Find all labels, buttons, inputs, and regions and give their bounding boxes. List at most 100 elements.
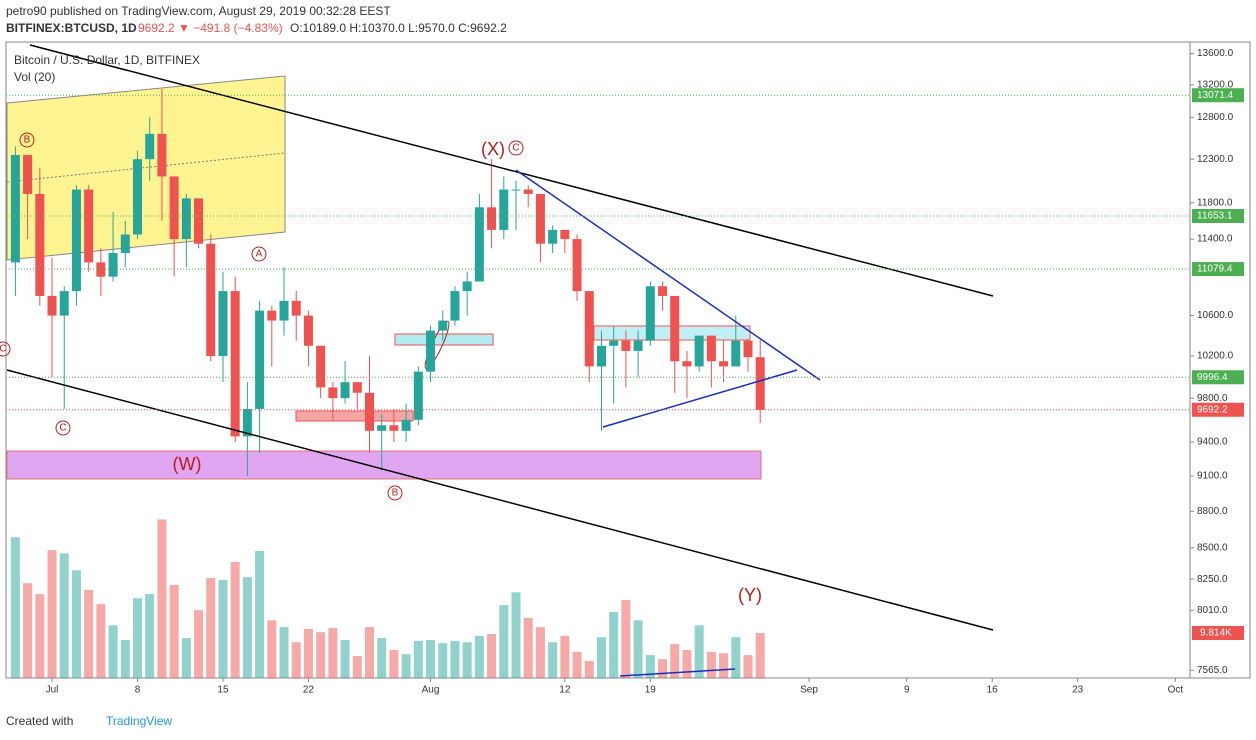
volume-bar [426, 639, 436, 678]
price-axis [1189, 41, 1251, 679]
circle [0, 341, 11, 357]
volume-bar [352, 656, 362, 678]
volume-bar [572, 651, 582, 678]
candle-body [755, 357, 765, 410]
circle [508, 140, 524, 156]
volume-bar [450, 640, 460, 678]
volume-bar [242, 577, 252, 678]
volume-bar [609, 612, 619, 678]
volume-bar [719, 653, 729, 678]
x-tick-label: Jul [46, 685, 59, 696]
price-tag [1192, 209, 1244, 224]
trendlines [6, 44, 994, 677]
change: 9692.2 ▼ −491.8 (−4.83%) [138, 21, 283, 35]
volume-bar [145, 594, 155, 678]
wave-label: (Y) [738, 585, 762, 605]
volume-bar [23, 583, 33, 678]
wave-label: A [256, 249, 263, 260]
volume-bar [267, 620, 277, 678]
volume-bar [35, 594, 45, 678]
candle-body [474, 207, 484, 282]
channel-midline [6, 152, 286, 183]
candle-body [303, 315, 313, 346]
volume-bar [10, 537, 20, 678]
volume-bar [474, 635, 484, 678]
candle-body [609, 340, 619, 346]
x-tick-label: 8 [135, 685, 141, 696]
yellow-channel [6, 75, 286, 261]
volume-bar [364, 627, 374, 678]
cyan-zone [394, 333, 494, 346]
candle-body [438, 320, 448, 331]
volume-bar [401, 654, 411, 678]
price-tag-label: 13071.4 [1197, 90, 1234, 101]
y-tick-label: 13200.0 [1197, 80, 1234, 91]
circle [19, 132, 35, 148]
trendline [29, 44, 994, 297]
annotations: B A C C B C (X) (W) (Y) [0, 132, 762, 605]
candle-body [389, 425, 399, 431]
volume-bar [377, 638, 387, 678]
ohlc: O:10189.0 H:10370.0 L:9570.0 C:9692.2 [290, 21, 507, 35]
price-tag-label: 9692.2 [1197, 404, 1228, 415]
candle-body [316, 345, 326, 388]
y-tick-label: 11800.0 [1197, 197, 1233, 208]
wave-label: C [0, 344, 7, 355]
candle-body [157, 133, 167, 177]
wave-label: B [24, 135, 31, 146]
price-tag-label: 11653.1 [1197, 211, 1233, 222]
x-tick-label: 12 [559, 685, 571, 696]
candle-body [694, 335, 704, 367]
y-tick-label: 8500.0 [1197, 542, 1228, 553]
price-tag-label: 11079.4 [1197, 264, 1233, 275]
volume-bar [133, 598, 143, 678]
volume-bar [194, 610, 204, 678]
candle-body [572, 239, 582, 292]
y-tick-label: 13600.0 [1197, 48, 1234, 59]
candle-body [145, 133, 155, 160]
volume-line [619, 668, 736, 677]
volume-bar [340, 639, 350, 678]
volume-bar [206, 578, 216, 678]
triangle-line [515, 169, 821, 381]
footer-brand[interactable]: TradingView [106, 714, 172, 728]
chart-title: Bitcoin / U.S. Dollar, 1D, BITFINEX [14, 53, 200, 67]
volume-bar [743, 655, 753, 678]
volume-bar [157, 519, 167, 678]
candle-body [596, 345, 606, 367]
candle-body [719, 361, 729, 367]
x-tick-label: 16 [987, 685, 999, 696]
x-tick-label: 9 [904, 685, 910, 696]
volume-bar [633, 620, 643, 678]
volume-bar [596, 637, 606, 678]
candle-body [511, 189, 521, 191]
y-tick-label: 7565.0 [1197, 665, 1228, 676]
volume-bar [548, 642, 558, 678]
candle-body [413, 371, 423, 420]
candle-body [181, 198, 191, 240]
candle-body [621, 340, 631, 351]
volume-bar [670, 644, 680, 678]
candle-body [426, 330, 436, 372]
candle-body [84, 189, 94, 263]
volume-tag [1192, 626, 1244, 641]
candle-body [364, 392, 374, 431]
candle-body [731, 340, 741, 367]
candle-body [328, 387, 338, 399]
volume-bar [96, 604, 106, 678]
candle-body [743, 340, 753, 358]
y-tick-label: 12800.0 [1197, 112, 1234, 123]
volume-bar [120, 639, 130, 678]
candle-body [523, 189, 533, 194]
triangle-line [602, 369, 798, 428]
volume-bar [303, 628, 313, 678]
y-tick-label: 11400.0 [1197, 234, 1233, 245]
volume-tag-label: 9.814K [1200, 628, 1232, 639]
circle [251, 246, 267, 262]
wave-label: B [392, 488, 399, 499]
candle-body [279, 300, 289, 321]
volume-bar [108, 625, 118, 678]
volume-bar [59, 553, 69, 678]
volume-bar [535, 627, 545, 678]
x-tick-label: Aug [422, 685, 440, 696]
